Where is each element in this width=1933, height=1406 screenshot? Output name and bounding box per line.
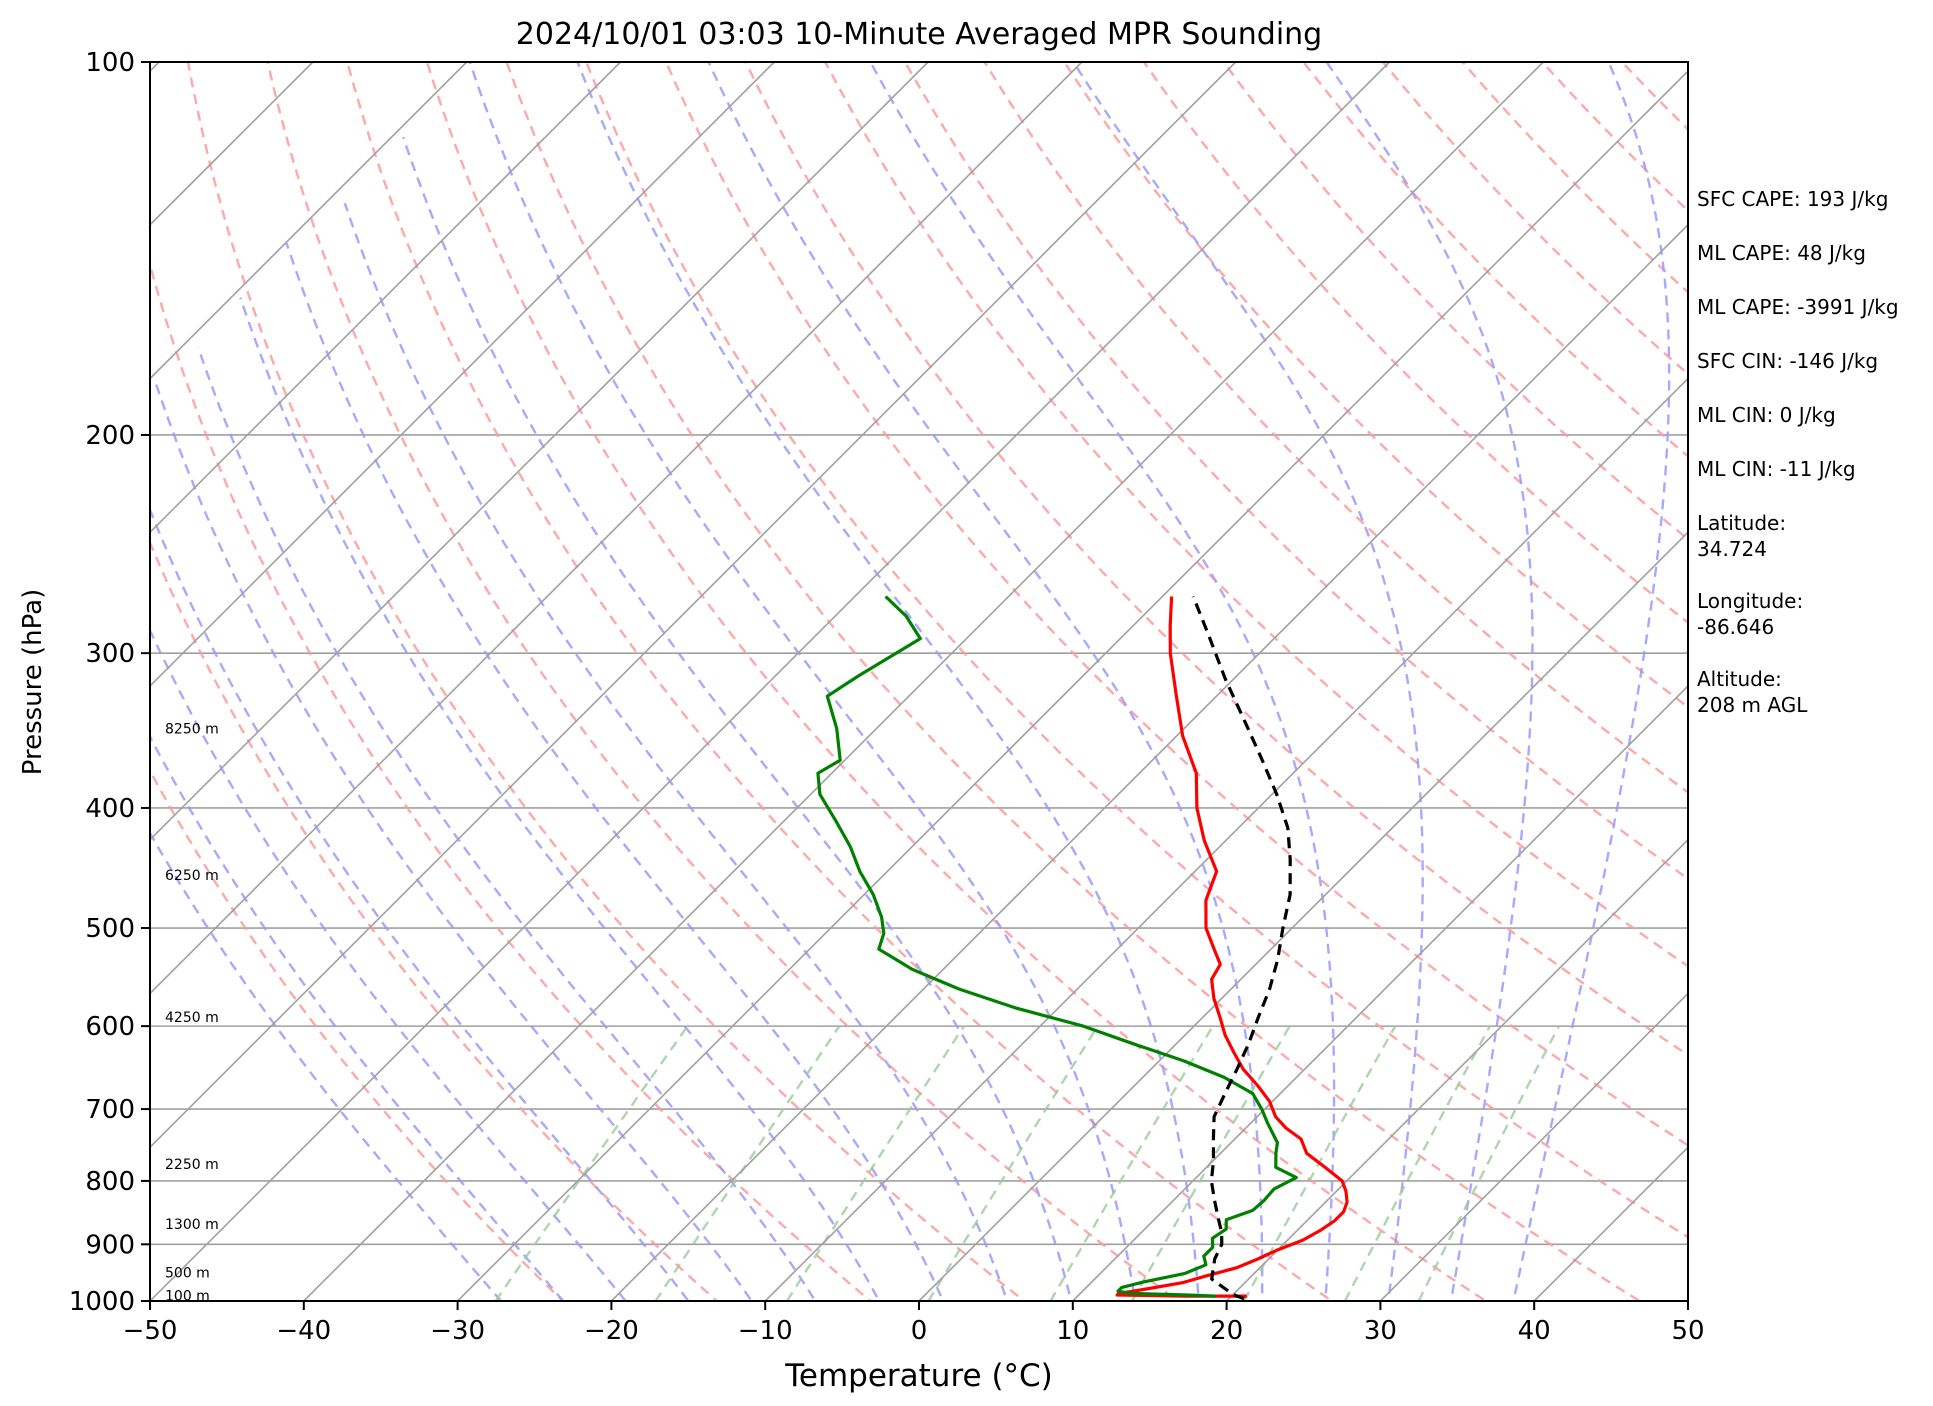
height-label: 4250 m <box>165 1010 219 1026</box>
isotherm-line <box>150 62 929 841</box>
y-tick-label: 500 <box>85 914 135 944</box>
isotherm-line <box>764 377 1688 1301</box>
y-axis: 100 200 300 400 500 600 700 800 900 1000 <box>69 48 150 1317</box>
x-tick-label: 40 <box>1518 1316 1551 1346</box>
mixing-ratio-line <box>1343 1025 1491 1301</box>
dry-adiabat-line <box>744 62 1688 1057</box>
mixing-ratio-line <box>785 1025 966 1301</box>
moist-adiabat-line <box>869 62 1336 1301</box>
x-tick-label: −10 <box>738 1316 793 1346</box>
isotherm-line <box>150 62 1237 1149</box>
dewpoint-profile-line <box>816 595 1298 1298</box>
sounding-profiles <box>816 595 1349 1301</box>
y-tick-label: 200 <box>85 421 135 451</box>
dry-adiabat-line <box>664 62 1688 1147</box>
y-tick-label: 800 <box>85 1167 135 1197</box>
height-label: 6250 m <box>165 868 219 884</box>
mixing-ratio-line <box>1049 1025 1214 1301</box>
x-tick-label: 20 <box>1210 1316 1243 1346</box>
mixing-ratio-line <box>1417 1025 1561 1301</box>
moist-adiabat-line <box>402 136 1073 1301</box>
isotherm-line <box>150 62 1083 995</box>
y-tick-label: 1000 <box>69 1287 135 1317</box>
dry-adiabat-line <box>150 539 719 1301</box>
moist-adiabat-line <box>197 347 817 1301</box>
isotherm-line <box>1072 684 1688 1301</box>
background-adiabats-and-isotherms <box>150 62 1688 1301</box>
y-tick-label: 300 <box>85 639 135 669</box>
isotherm-line <box>918 531 1688 1301</box>
isotherm-line <box>610 223 1688 1301</box>
dry-adiabat-line <box>266 62 1181 1301</box>
height-label: 1300 m <box>165 1217 219 1233</box>
isotherm-line <box>303 62 1544 1301</box>
moist-adiabat-line <box>343 202 1009 1301</box>
dry-adiabat-line <box>150 260 873 1301</box>
y-tick-label: 700 <box>85 1095 135 1125</box>
dry-adiabat-line <box>1062 62 1688 709</box>
moist-adiabat-line <box>150 734 565 1301</box>
isotherm-line <box>1226 838 1688 1301</box>
moist-adiabat-line <box>576 62 1200 1301</box>
chart-title: 2024/10/01 03:03 10-Minute Averaged MPR … <box>516 17 1322 52</box>
mixing-ratio-line <box>654 1025 841 1301</box>
moist-adiabat-line <box>150 627 628 1301</box>
parcel-profile-line <box>1191 595 1292 1301</box>
isotherm-line <box>150 62 775 688</box>
dry-adiabat-line <box>346 62 1335 1301</box>
height-label: 2250 m <box>165 1157 219 1173</box>
ml-cape-text: ML CAPE: 48 J/kg <box>1697 241 1866 265</box>
y-tick-label: 100 <box>85 48 135 78</box>
temperature-profile-line <box>1115 596 1349 1298</box>
x-tick-label: 30 <box>1364 1316 1397 1346</box>
mixing-ratio-line <box>1131 1025 1291 1301</box>
height-label: 500 m <box>165 1265 210 1281</box>
y-axis-label: Pressure (hPa) <box>18 589 48 776</box>
longitude-text: Longitude: -86.646 <box>1697 589 1804 639</box>
dry-adiabat-line <box>983 62 1688 794</box>
dry-adiabat-line <box>150 768 565 1301</box>
ml-cin-text-2: ML CIN: -11 J/kg <box>1697 457 1856 481</box>
moist-adiabat-line <box>1325 62 1534 1301</box>
ml-cape-text-2: ML CAPE: -3991 J/kg <box>1697 295 1899 319</box>
y-tick-label: 900 <box>85 1230 135 1260</box>
isotherm-line <box>457 69 1688 1301</box>
x-tick-label: −40 <box>276 1316 331 1346</box>
y-tick-label: 400 <box>85 794 135 824</box>
sounding-info-panel: SFC CAPE: 193 J/kg ML CAPE: 48 J/kg ML C… <box>1697 186 1927 744</box>
x-tick-label: 10 <box>1056 1316 1089 1346</box>
moist-adiabat-line <box>285 242 945 1301</box>
ml-cin-text: ML CIN: 0 J/kg <box>1697 403 1836 427</box>
mixing-ratio-line <box>927 1025 1099 1301</box>
dry-adiabat-line <box>823 62 1688 968</box>
sfc-cin-text: SFC CIN: -146 J/kg <box>1697 349 1879 373</box>
dry-adiabat-line <box>186 62 1027 1301</box>
x-axis: −50 −40 −30 −20 −10 0 10 20 30 40 50 <box>123 1301 1705 1346</box>
height-label: 8250 m <box>165 721 219 737</box>
moist-adiabat-line <box>1512 62 1671 1301</box>
isotherm-line <box>150 62 622 534</box>
x-tick-label: 0 <box>911 1316 928 1346</box>
isotherm-line <box>150 62 1391 1301</box>
sfc-cape-text: SFC CAPE: 193 J/kg <box>1697 187 1889 211</box>
moist-adiabat-line <box>1072 62 1424 1301</box>
latitude-text: Latitude: 34.724 <box>1697 511 1787 561</box>
altitude-text: Altitude: 208 m AGL <box>1697 667 1808 717</box>
moist-adiabat-line <box>152 377 754 1301</box>
y-tick-label: 600 <box>85 1012 135 1042</box>
x-axis-label: Temperature (°C) <box>784 1358 1053 1394</box>
isotherm-line <box>150 62 468 380</box>
moist-adiabat-line <box>707 62 1264 1301</box>
dry-adiabat-line <box>425 62 1488 1301</box>
height-label: 100 m <box>165 1289 210 1305</box>
x-tick-label: 50 <box>1671 1316 1704 1346</box>
moist-adiabat-line <box>150 506 690 1301</box>
x-tick-label: −30 <box>430 1316 485 1346</box>
x-tick-label: −20 <box>584 1316 639 1346</box>
moist-adiabat-line <box>468 62 1137 1301</box>
x-tick-label: −50 <box>123 1316 178 1346</box>
moist-adiabat-line <box>150 830 503 1301</box>
isotherm-line <box>1379 992 1688 1301</box>
